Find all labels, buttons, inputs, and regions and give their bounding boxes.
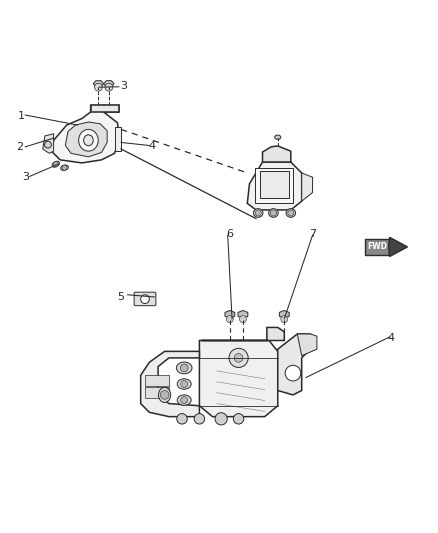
Circle shape xyxy=(194,414,205,424)
Text: 5: 5 xyxy=(117,292,124,302)
Polygon shape xyxy=(199,341,278,417)
Circle shape xyxy=(215,413,227,425)
Text: 4: 4 xyxy=(387,333,395,343)
Polygon shape xyxy=(93,80,104,87)
Ellipse shape xyxy=(159,387,171,402)
Polygon shape xyxy=(247,162,302,210)
Circle shape xyxy=(177,414,187,424)
Circle shape xyxy=(180,364,188,372)
Text: 2: 2 xyxy=(16,142,23,152)
Ellipse shape xyxy=(177,395,191,405)
Polygon shape xyxy=(51,106,119,163)
Polygon shape xyxy=(238,310,248,318)
Polygon shape xyxy=(65,122,107,157)
Ellipse shape xyxy=(177,379,191,389)
Ellipse shape xyxy=(268,208,278,217)
Text: 4: 4 xyxy=(148,141,155,150)
Circle shape xyxy=(226,316,233,322)
Polygon shape xyxy=(91,106,119,112)
Text: 6: 6 xyxy=(226,229,233,239)
Polygon shape xyxy=(141,351,199,417)
Circle shape xyxy=(233,414,244,424)
Circle shape xyxy=(105,83,113,91)
Bar xyxy=(145,375,169,386)
Ellipse shape xyxy=(52,161,60,167)
Circle shape xyxy=(229,349,248,367)
Circle shape xyxy=(240,316,247,322)
Polygon shape xyxy=(201,327,284,341)
Ellipse shape xyxy=(177,362,192,374)
Ellipse shape xyxy=(79,130,98,151)
Circle shape xyxy=(281,316,288,322)
Bar xyxy=(365,239,389,255)
Ellipse shape xyxy=(275,135,281,140)
Bar xyxy=(255,168,293,203)
Ellipse shape xyxy=(84,135,93,146)
Circle shape xyxy=(141,295,149,303)
Circle shape xyxy=(255,210,261,216)
Circle shape xyxy=(288,210,294,216)
Polygon shape xyxy=(225,310,235,318)
Circle shape xyxy=(181,397,187,403)
Text: FWD: FWD xyxy=(367,242,387,251)
Text: 3: 3 xyxy=(22,172,29,182)
Circle shape xyxy=(62,165,67,171)
Circle shape xyxy=(95,83,102,91)
Text: 1: 1 xyxy=(18,111,25,122)
Circle shape xyxy=(45,141,51,148)
Text: 3: 3 xyxy=(120,81,127,91)
Polygon shape xyxy=(262,146,291,162)
Polygon shape xyxy=(297,334,317,356)
Polygon shape xyxy=(115,127,121,151)
Polygon shape xyxy=(389,237,407,256)
Circle shape xyxy=(270,210,276,216)
Ellipse shape xyxy=(253,208,263,217)
Ellipse shape xyxy=(60,165,68,171)
Bar xyxy=(145,387,169,398)
Polygon shape xyxy=(302,173,313,201)
Circle shape xyxy=(181,381,187,387)
Polygon shape xyxy=(104,80,114,87)
FancyBboxPatch shape xyxy=(134,292,156,305)
Ellipse shape xyxy=(286,208,296,217)
Polygon shape xyxy=(279,310,289,318)
Bar xyxy=(260,171,289,198)
Circle shape xyxy=(234,353,243,362)
Circle shape xyxy=(53,161,58,167)
Polygon shape xyxy=(278,334,311,395)
Polygon shape xyxy=(43,134,53,154)
Circle shape xyxy=(160,391,169,399)
Text: 7: 7 xyxy=(309,229,316,239)
Circle shape xyxy=(285,365,301,381)
